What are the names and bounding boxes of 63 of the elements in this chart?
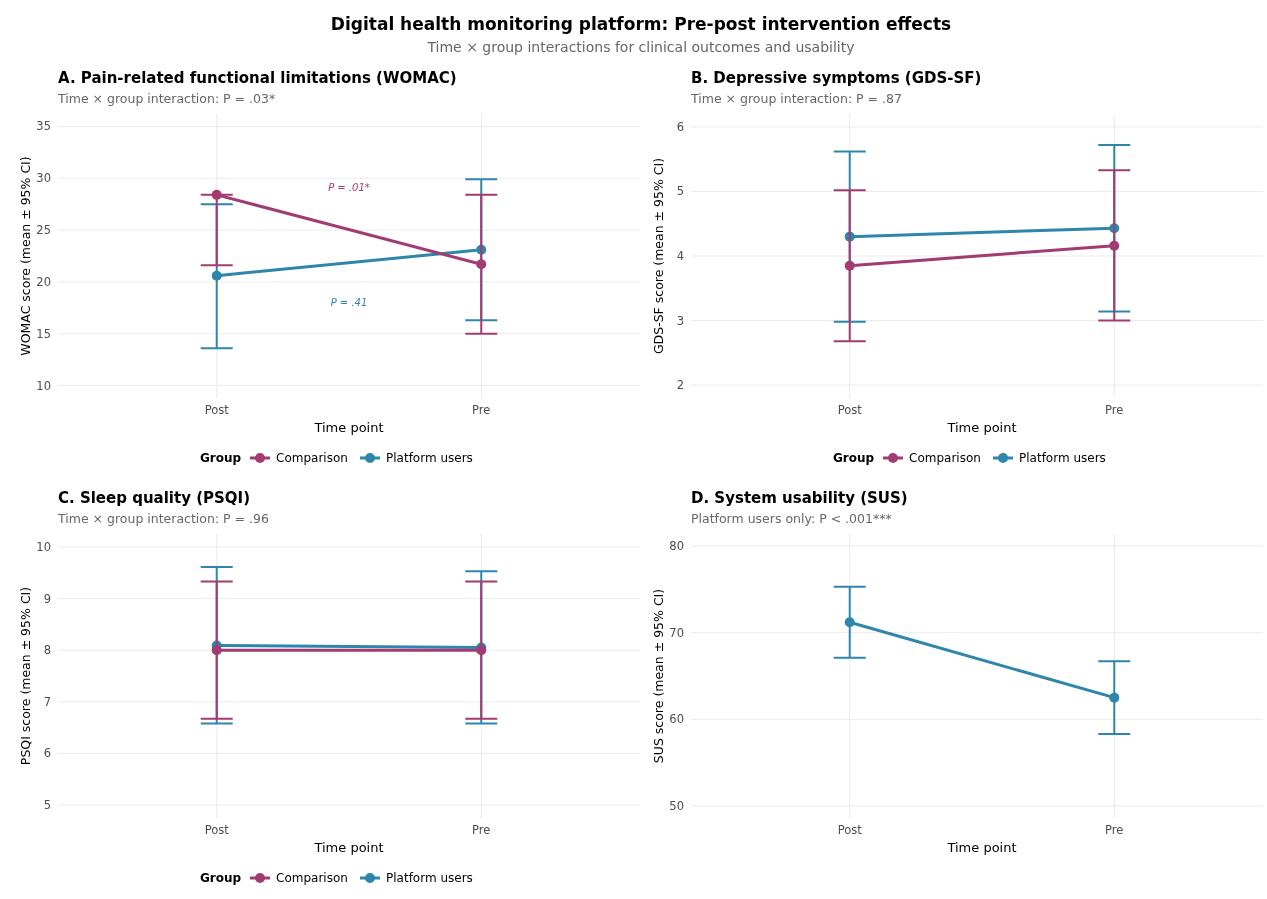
y-tick-label: 7 — [43, 694, 51, 709]
point — [476, 259, 487, 270]
legend-label: Comparison — [276, 451, 348, 466]
y-tick-label: 50 — [669, 798, 684, 813]
y-tick-label: 2 — [676, 378, 684, 393]
y-tick-label: 9 — [43, 591, 51, 606]
chart-title: C. Sleep quality (PSQI) — [58, 489, 251, 507]
point — [844, 260, 855, 271]
y-tick-label: 20 — [36, 274, 51, 289]
y-tick-label: 8 — [43, 643, 51, 658]
y-tick-label: 15 — [36, 326, 51, 341]
y-tick-label: 25 — [36, 223, 51, 238]
chart-title: D. System usability (SUS) — [691, 489, 908, 507]
x-axis-title: Time point — [313, 420, 384, 435]
y-axis-title: PSQI score (mean ± 95% CI) — [18, 586, 33, 766]
x-axis-title: Time point — [313, 840, 384, 855]
y-tick-label: 10 — [36, 539, 51, 554]
text: Time × group interactions for clinical outcomes and usability — [426, 39, 855, 55]
annotation: P = .01* — [328, 182, 370, 194]
legend-label: Comparison — [909, 451, 981, 466]
point — [211, 189, 222, 200]
legend-label: Platform users — [386, 451, 473, 466]
legend-label: Comparison — [276, 871, 348, 886]
x-axis-title: Time point — [946, 420, 1017, 435]
legend-label: Platform users — [386, 871, 473, 886]
x-tick-label: Pre — [472, 823, 491, 837]
point — [1109, 240, 1120, 251]
y-axis-title: WOMAC score (mean ± 95% CI) — [18, 156, 33, 356]
x-tick-label: Pre — [1105, 403, 1124, 417]
y-tick-label: 3 — [676, 313, 684, 328]
x-tick-label: Post — [837, 823, 863, 837]
y-tick-label: 80 — [669, 539, 684, 554]
annotation: P = .41 — [330, 297, 368, 309]
y-tick-label: 30 — [36, 171, 51, 186]
chart-subtitle: Time × group interaction: P = .96 — [57, 511, 269, 526]
legend-title: Group — [200, 871, 242, 886]
legend-title: Group — [833, 451, 875, 466]
chart-subtitle: Platform users only: P < .001*** — [691, 511, 892, 526]
x-tick-label: Post — [204, 403, 230, 417]
y-tick-label: 35 — [36, 119, 51, 134]
y-axis-title: SUS score (mean ± 95% CI) — [651, 588, 666, 764]
y-tick-label: 5 — [43, 798, 51, 813]
legend-label: Platform users — [1019, 451, 1106, 466]
chart-subtitle: Time × group interaction: P = .87 — [690, 91, 902, 106]
legend-title: Group — [200, 451, 242, 466]
chart-subtitle: Time × group interaction: P = .03* — [57, 91, 276, 106]
y-tick-label: 4 — [676, 249, 684, 264]
text: Digital health monitoring platform: Pre-post intervention effects — [330, 14, 952, 34]
x-tick-label: Pre — [1105, 823, 1124, 837]
y-tick-label: 10 — [36, 378, 51, 393]
x-tick-label: Pre — [472, 403, 491, 417]
x-axis-title: Time point — [946, 840, 1017, 855]
chart-title: B. Depressive symptoms (GDS-SF) — [691, 69, 982, 87]
chart-title: A. Pain-related functional limitations (WOMAC) — [58, 69, 457, 87]
point — [211, 270, 222, 281]
y-axis-title: GDS-SF score (mean ± 95% CI) — [651, 157, 666, 355]
y-tick-label: 5 — [676, 184, 684, 199]
x-tick-label: Post — [204, 823, 230, 837]
y-tick-label: 60 — [669, 712, 684, 727]
y-tick-label: 6 — [676, 119, 684, 134]
y-tick-label: 6 — [43, 746, 51, 761]
x-tick-label: Post — [837, 403, 863, 417]
y-tick-label: 70 — [669, 625, 684, 640]
